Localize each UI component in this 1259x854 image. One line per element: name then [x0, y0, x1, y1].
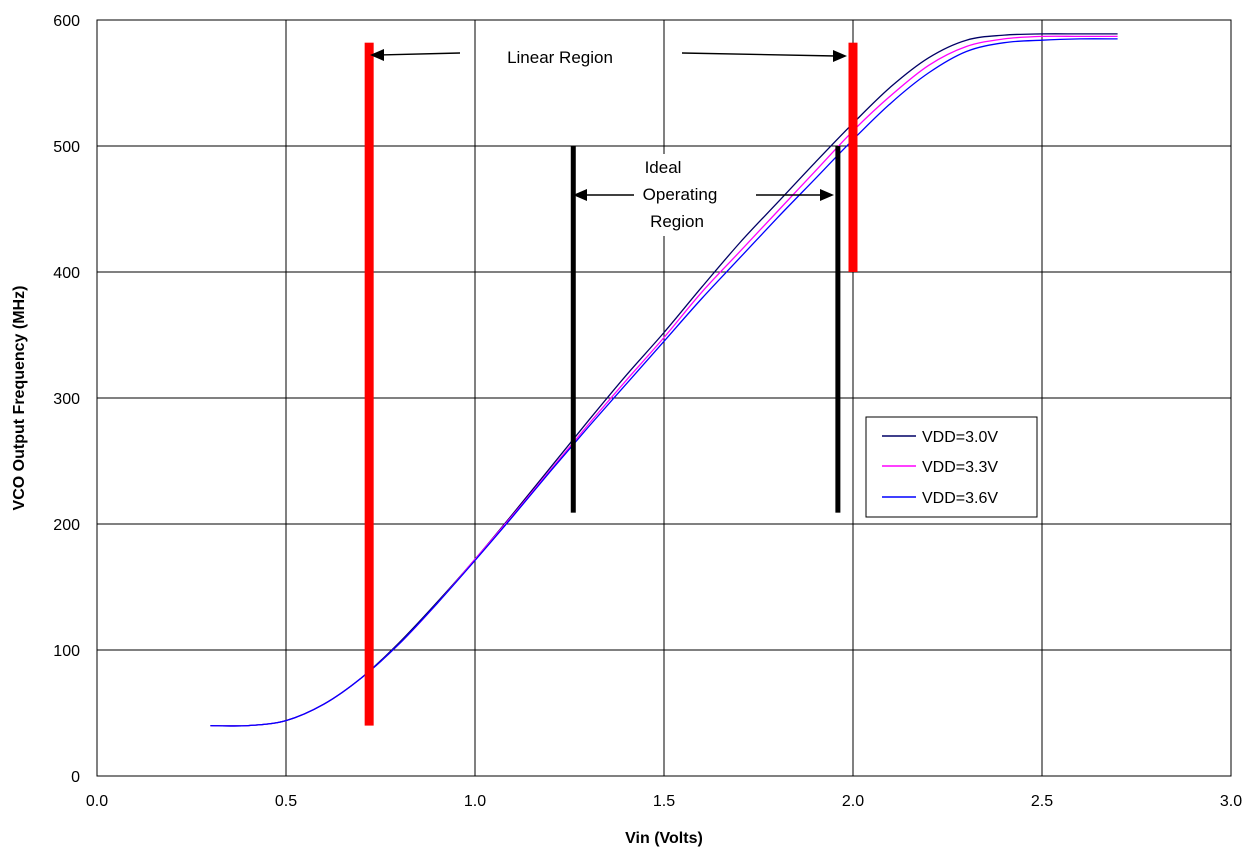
- y-tick-labels: 0 100 200 300 400 500 600: [53, 13, 80, 786]
- ideal-region-bar: [570, 146, 576, 513]
- y-tick-label: 600: [53, 13, 80, 30]
- ideal-region-bar: [835, 146, 841, 513]
- x-tick-label: 1.5: [653, 793, 675, 810]
- legend-box: [865, 416, 1038, 518]
- y-tick-label: 100: [53, 643, 80, 660]
- y-tick-label: 300: [53, 391, 80, 408]
- linear-left-arrow-line: [379, 52, 461, 56]
- ideal-label-line3: Region: [650, 212, 704, 231]
- series-line-2: [210, 38, 1118, 727]
- linear-left-arrowhead: [370, 49, 384, 61]
- ideal-label-bg: [632, 154, 728, 236]
- y-tick-label: 200: [53, 517, 80, 534]
- linear-region-annotation: Linear Region: [370, 48, 847, 67]
- y-tick-label: 0: [71, 769, 80, 786]
- ideal-label-line2: Operating: [643, 185, 718, 204]
- x-tick-label: 1.0: [464, 793, 486, 810]
- legend: VDD=3.0V VDD=3.3V VDD=3.6V: [865, 416, 1038, 518]
- legend-label-vdd-3-0: VDD=3.0V: [922, 429, 998, 446]
- y-tick-label: 500: [53, 139, 80, 156]
- series-lines: [210, 33, 1118, 727]
- ideal-left-arrowhead: [573, 189, 587, 201]
- x-tick-label: 2.0: [842, 793, 864, 810]
- y-tick-label: 400: [53, 265, 80, 282]
- x-tick-label: 2.5: [1031, 793, 1053, 810]
- x-tick-labels: 0.0 0.5 1.0 1.5 2.0 2.5 3.0: [86, 793, 1242, 810]
- legend-label-vdd-3-3: VDD=3.3V: [922, 459, 998, 476]
- linear-region-label: Linear Region: [507, 48, 613, 67]
- linear-right-arrowhead: [833, 50, 847, 62]
- x-axis-title: Vin (Volts): [625, 830, 703, 847]
- linear-region-bar: [364, 42, 374, 726]
- x-tick-label: 3.0: [1220, 793, 1242, 810]
- x-tick-label: 0.0: [86, 793, 108, 810]
- ideal-region-annotation: Ideal Operating Region: [573, 154, 834, 236]
- y-axis-title: VCO Output Frequency (MHz): [11, 286, 28, 511]
- x-tick-label: 0.5: [275, 793, 297, 810]
- ideal-right-arrowhead: [820, 189, 834, 201]
- linear-region-bar: [848, 42, 858, 273]
- linear-right-arrow-line: [681, 52, 837, 57]
- region-markers: [364, 42, 858, 726]
- legend-label-vdd-3-6: VDD=3.6V: [922, 490, 998, 507]
- ideal-label-line1: Ideal: [645, 158, 682, 177]
- gridlines: [96, 19, 1232, 777]
